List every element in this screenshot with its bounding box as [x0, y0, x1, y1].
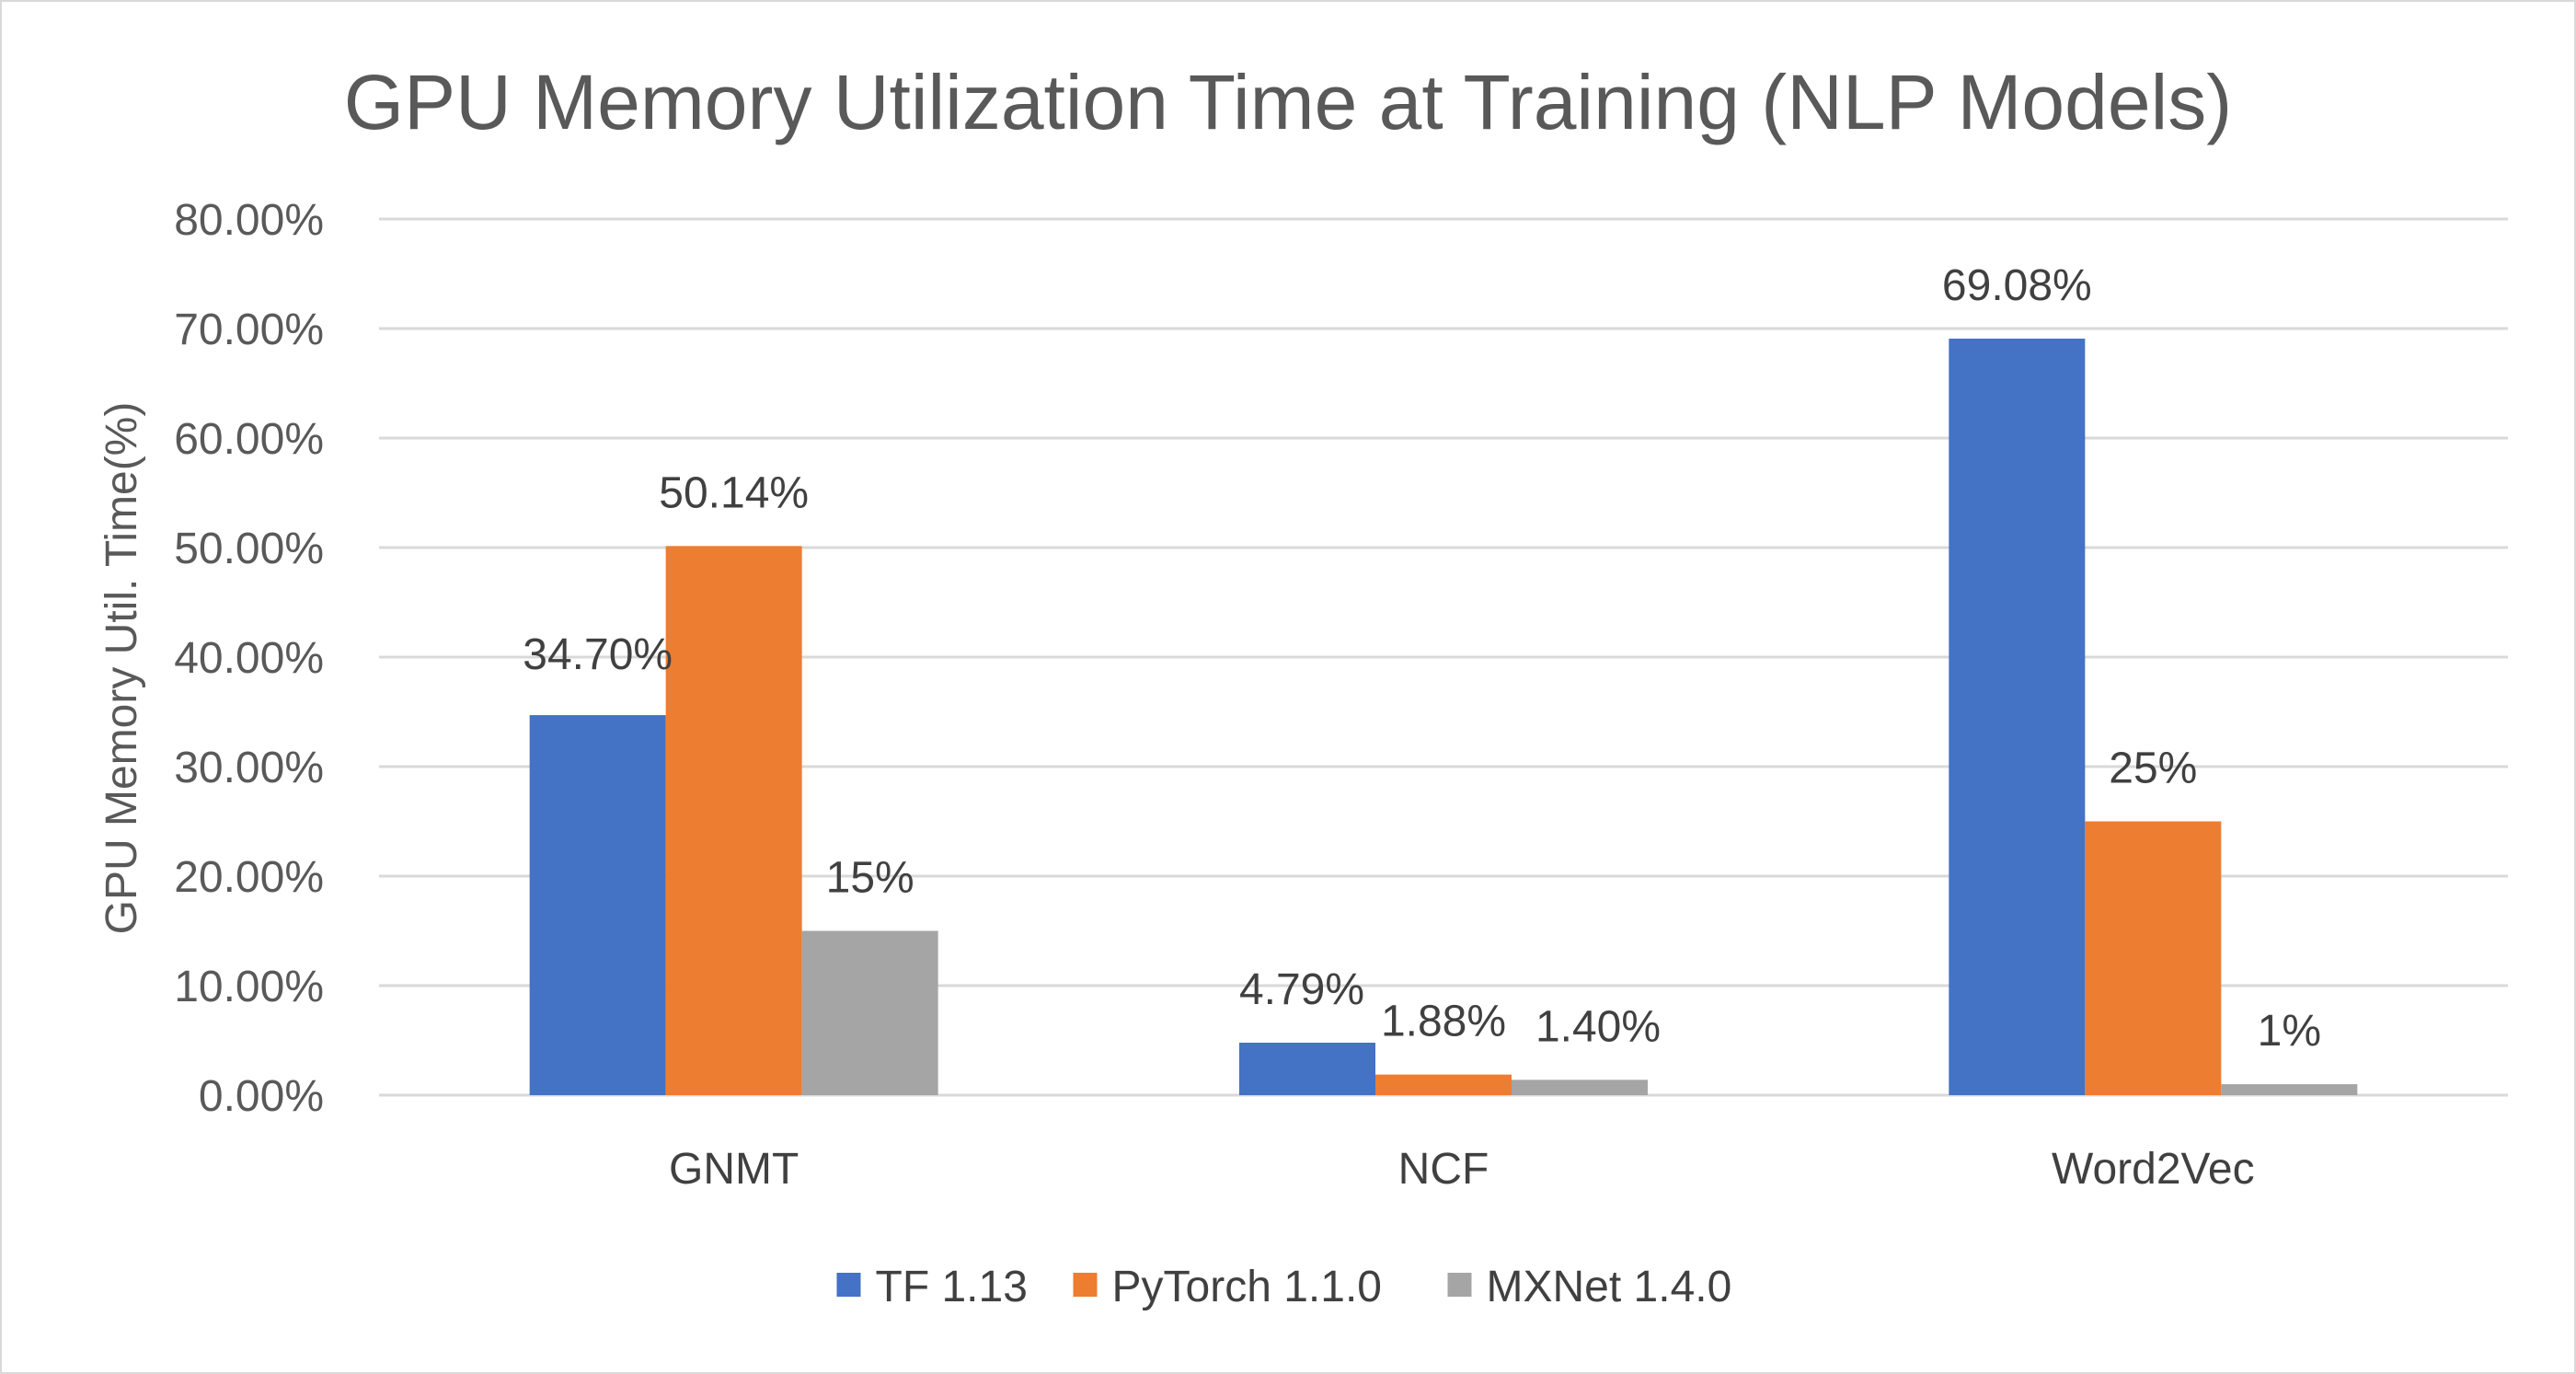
y-tick-label: 10.00% [174, 963, 324, 1011]
legend-swatch [1073, 1273, 1098, 1297]
y-tick-label: 50.00% [174, 525, 324, 573]
data-label: 1% [2258, 1007, 2321, 1056]
bars [529, 338, 2358, 1095]
legend-label: PyTorch 1.1.0 [1112, 1263, 1382, 1311]
y-tick-label: 70.00% [174, 306, 324, 354]
x-axis-categories: GNMT NCF Word2Vec [669, 1145, 2255, 1194]
bar-word2vec-2 [2221, 1084, 2358, 1095]
y-tick-label: 0.00% [199, 1072, 324, 1121]
x-category-label: Word2Vec [2052, 1145, 2255, 1194]
bar-ncf-2 [1512, 1080, 1648, 1095]
data-labels: 34.70% 50.14% 15% 4.79% 1.88% 1.40% 69.08% 25% 1… [523, 261, 2321, 1056]
legend: TF 1.13 PyTorch 1.1.0 MXNet 1.4.0 [836, 1263, 1732, 1311]
data-label: 1.88% [1381, 998, 1506, 1046]
data-label: 4.79% [1239, 965, 1364, 1014]
x-category-label: NCF [1398, 1145, 1489, 1194]
y-tick-label: 20.00% [174, 853, 324, 902]
data-label: 1.40% [1535, 1002, 1661, 1051]
data-label: 34.70% [523, 630, 673, 679]
y-tick-label: 60.00% [174, 415, 324, 464]
y-tick-label: 30.00% [174, 744, 324, 792]
data-label: 25% [2109, 745, 2197, 793]
y-axis-label: GPU Memory Util. Time(%) [98, 402, 146, 935]
chart-title: GPU Memory Utilization Time at Training … [344, 59, 2232, 145]
bar-ncf-1 [1375, 1074, 1512, 1095]
y-tick-label: 40.00% [174, 634, 324, 683]
bar-word2vec-0 [1949, 338, 2086, 1095]
bar-gnmt-0 [529, 715, 666, 1095]
legend-swatch [1447, 1273, 1472, 1297]
bar-word2vec-1 [2085, 821, 2222, 1095]
data-label: 69.08% [1942, 261, 2092, 310]
data-label: 50.14% [659, 468, 809, 517]
bar-gnmt-1 [665, 546, 802, 1095]
y-tick-label: 80.00% [174, 196, 324, 245]
y-axis-ticks: 0.00% 10.00% 20.00% 30.00% 40.00% 50.00% 60.00… [174, 196, 324, 1121]
bar-ncf-0 [1239, 1042, 1375, 1095]
legend-label: MXNet 1.4.0 [1487, 1263, 1732, 1311]
data-label: 15% [826, 854, 914, 903]
legend-label: TF 1.13 [876, 1263, 1028, 1311]
bar-gnmt-2 [801, 930, 938, 1095]
x-category-label: GNMT [669, 1145, 799, 1194]
legend-swatch [836, 1273, 861, 1297]
